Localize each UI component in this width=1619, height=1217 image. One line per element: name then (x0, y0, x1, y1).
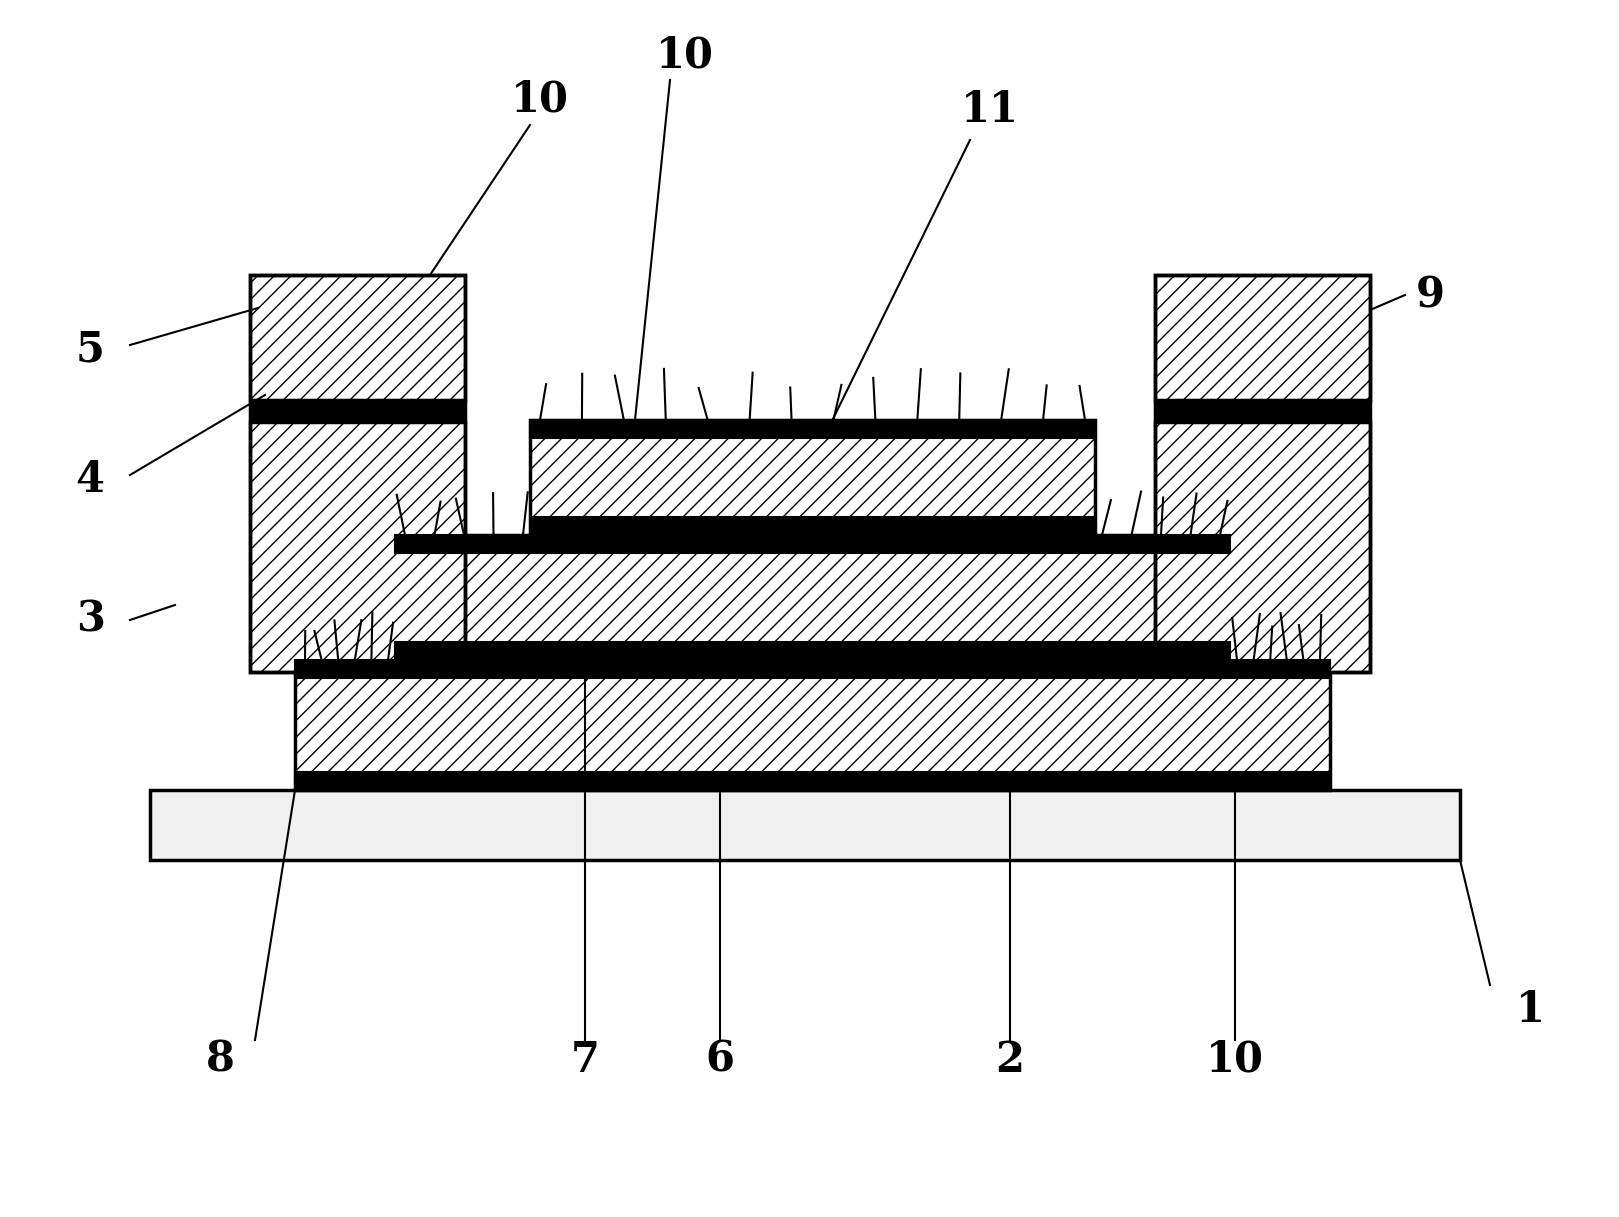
Text: 6: 6 (706, 1039, 735, 1081)
Text: 5: 5 (76, 329, 105, 371)
Bar (1154, 422, 1370, 672)
Bar (295, 772, 1329, 790)
Bar (395, 535, 1230, 553)
Bar (1154, 400, 1370, 422)
Bar (395, 535, 1230, 660)
Bar (295, 660, 1329, 678)
Bar (1154, 275, 1370, 400)
Bar (529, 420, 1094, 438)
Bar (529, 517, 1094, 535)
Text: 4: 4 (76, 459, 105, 501)
Bar (249, 400, 465, 422)
Text: 2: 2 (996, 1039, 1025, 1081)
Bar (151, 790, 1460, 860)
Text: 3: 3 (76, 599, 105, 641)
Text: 1: 1 (1515, 989, 1545, 1031)
Text: 7: 7 (570, 1039, 599, 1081)
Bar (395, 643, 1230, 660)
Bar (249, 275, 465, 400)
Bar (529, 420, 1094, 535)
Text: 8: 8 (206, 1039, 235, 1081)
Bar (249, 422, 465, 672)
Bar (1154, 275, 1370, 672)
Text: 9: 9 (1415, 274, 1444, 316)
Text: 10: 10 (656, 34, 714, 75)
Text: 10: 10 (512, 79, 568, 120)
Bar (295, 660, 1329, 790)
Text: 10: 10 (1206, 1039, 1264, 1081)
Text: 11: 11 (962, 89, 1018, 131)
Bar (249, 275, 465, 672)
